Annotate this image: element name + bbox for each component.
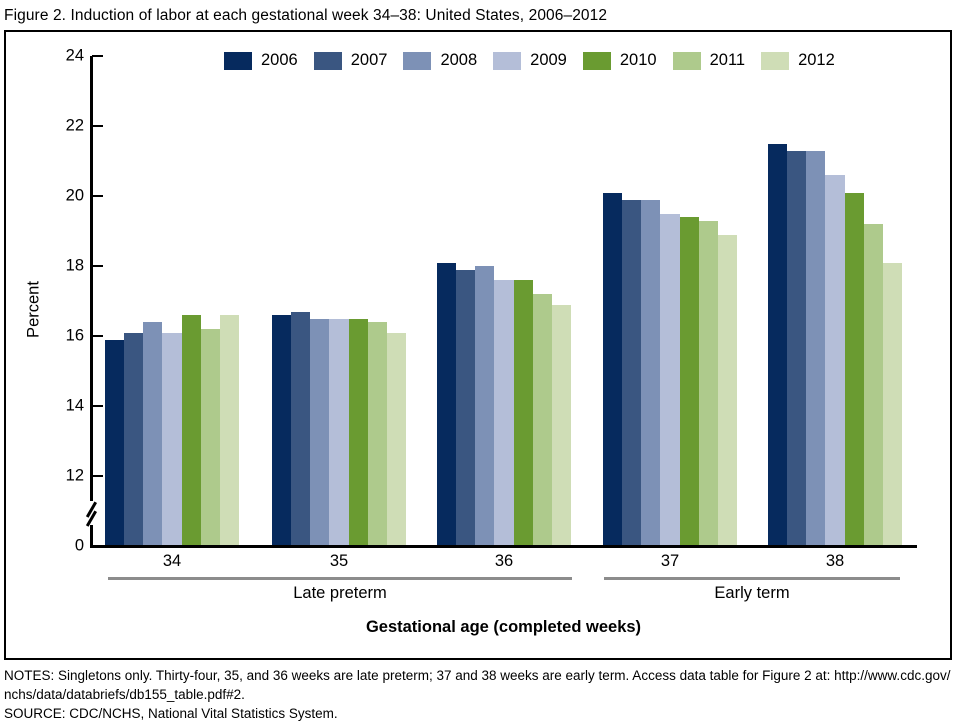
legend-label: 2007 xyxy=(350,51,388,69)
bar-2011-week37 xyxy=(698,220,718,546)
bar-2006-week38 xyxy=(768,143,788,546)
bar-2009-week38 xyxy=(825,175,845,546)
bar-2009-week37 xyxy=(660,213,680,546)
figure-title: Figure 2. Induction of labor at each ges… xyxy=(4,7,608,24)
y-tick-label-14: 14 xyxy=(65,396,84,415)
bar-2009-week36 xyxy=(494,280,514,546)
y-tick-20 xyxy=(92,194,103,198)
legend-swatch-2012 xyxy=(761,51,790,70)
y-tick-label-20: 20 xyxy=(65,186,84,205)
y-axis-title: Percent xyxy=(24,281,43,338)
bar-2012-week36 xyxy=(551,304,572,546)
axis-break-icon xyxy=(82,501,101,527)
bar-2011-week34 xyxy=(200,329,220,546)
bar-2006-week35 xyxy=(272,315,292,546)
y-tick-label-22: 22 xyxy=(65,116,84,135)
bar-2006-week34 xyxy=(105,339,125,546)
footnotes: NOTES: Singletons only. Thirty-four, 35,… xyxy=(4,666,956,721)
bar-2010-week35 xyxy=(348,318,368,546)
bar-2007-week38 xyxy=(787,150,807,546)
bar-2010-week37 xyxy=(679,217,699,546)
week-label-36: 36 xyxy=(494,552,514,570)
chart-area: 2006 2007 2008 2009 2010 2011 2012 Percent 0 12… xyxy=(4,30,952,660)
legend-swatch-2007 xyxy=(313,51,342,70)
week-label-35: 35 xyxy=(329,552,349,570)
legend-swatch-2008 xyxy=(403,51,432,70)
bar-2007-week34 xyxy=(124,332,144,546)
bar-2008-week34 xyxy=(143,322,163,546)
y-tick-14 xyxy=(92,404,103,408)
bar-2007-week35 xyxy=(291,311,311,546)
early-term-bracket xyxy=(604,577,900,580)
legend-swatch-2011 xyxy=(672,51,701,70)
legend-item-2011: 2011 xyxy=(672,51,746,70)
week-label-38: 38 xyxy=(825,552,845,570)
y-tick-22 xyxy=(92,124,103,128)
x-axis-line xyxy=(90,545,917,548)
group-label-early-term: Early term xyxy=(714,584,790,602)
legend-swatch-2010 xyxy=(582,51,611,70)
legend-label: 2010 xyxy=(619,51,657,69)
bar-2006-week37 xyxy=(603,192,623,546)
bar-2012-week37 xyxy=(717,234,738,546)
y-tick-label-12: 12 xyxy=(65,466,84,485)
bar-2012-week38 xyxy=(882,262,903,546)
legend-swatch-2006 xyxy=(224,51,252,70)
bar-2008-week35 xyxy=(310,318,330,546)
group-label-late-preterm: Late preterm xyxy=(293,584,387,602)
legend-label: 2009 xyxy=(530,51,567,69)
bar-2009-week34 xyxy=(162,332,182,546)
y-tick-label-18: 18 xyxy=(65,256,84,275)
notes-line-2: nchs/data/databriefs/db155_table.pdf#2. xyxy=(4,687,245,702)
bar-2008-week37 xyxy=(641,199,661,546)
legend-item-2007: 2007 xyxy=(313,51,388,70)
y-axis-line xyxy=(90,56,93,547)
legend-swatch-2009 xyxy=(493,51,522,70)
bar-2007-week36 xyxy=(456,269,476,546)
y-tick-label-24: 24 xyxy=(65,46,84,65)
legend-item-2012: 2012 xyxy=(761,51,835,70)
bar-2012-week35 xyxy=(386,332,407,546)
bar-2011-week36 xyxy=(532,294,552,546)
y-tick-18 xyxy=(92,264,103,268)
notes-line-1: NOTES: Singletons only. Thirty-four, 35,… xyxy=(4,668,951,683)
week-label-37: 37 xyxy=(660,552,680,570)
source-line: SOURCE: CDC/NCHS, National Vital Statist… xyxy=(4,706,338,721)
week-label-34: 34 xyxy=(162,552,182,570)
bar-2011-week38 xyxy=(863,224,883,546)
y-tick-label-0: 0 xyxy=(74,536,84,555)
y-tick-16 xyxy=(92,334,103,338)
legend: 2006 2007 2008 2009 2010 2011 2012 xyxy=(224,51,835,70)
bar-2009-week35 xyxy=(329,318,349,546)
legend-label: 2006 xyxy=(261,51,298,69)
legend-item-2006: 2006 xyxy=(224,51,298,70)
bar-2011-week35 xyxy=(367,322,387,546)
legend-item-2009: 2009 xyxy=(493,51,567,70)
legend-item-2010: 2010 xyxy=(582,51,657,70)
x-axis-title: Gestational age (completed weeks) xyxy=(365,618,642,636)
bar-2007-week37 xyxy=(622,199,642,546)
late-preterm-bracket xyxy=(108,577,572,580)
y-tick-12 xyxy=(92,474,103,478)
legend-label: 2008 xyxy=(440,51,478,69)
bar-2010-week36 xyxy=(513,280,533,546)
bar-2006-week36 xyxy=(437,262,457,546)
bar-2010-week34 xyxy=(181,315,201,546)
legend-label: 2011 xyxy=(709,51,746,69)
bar-2010-week38 xyxy=(844,192,864,546)
legend-item-2008: 2008 xyxy=(403,51,477,70)
bar-2012-week34 xyxy=(219,315,240,546)
y-tick-label-16: 16 xyxy=(65,326,84,345)
bar-2008-week36 xyxy=(475,266,495,546)
bar-2008-week38 xyxy=(806,150,826,546)
y-tick-24 xyxy=(92,54,103,58)
legend-label: 2012 xyxy=(798,51,835,69)
